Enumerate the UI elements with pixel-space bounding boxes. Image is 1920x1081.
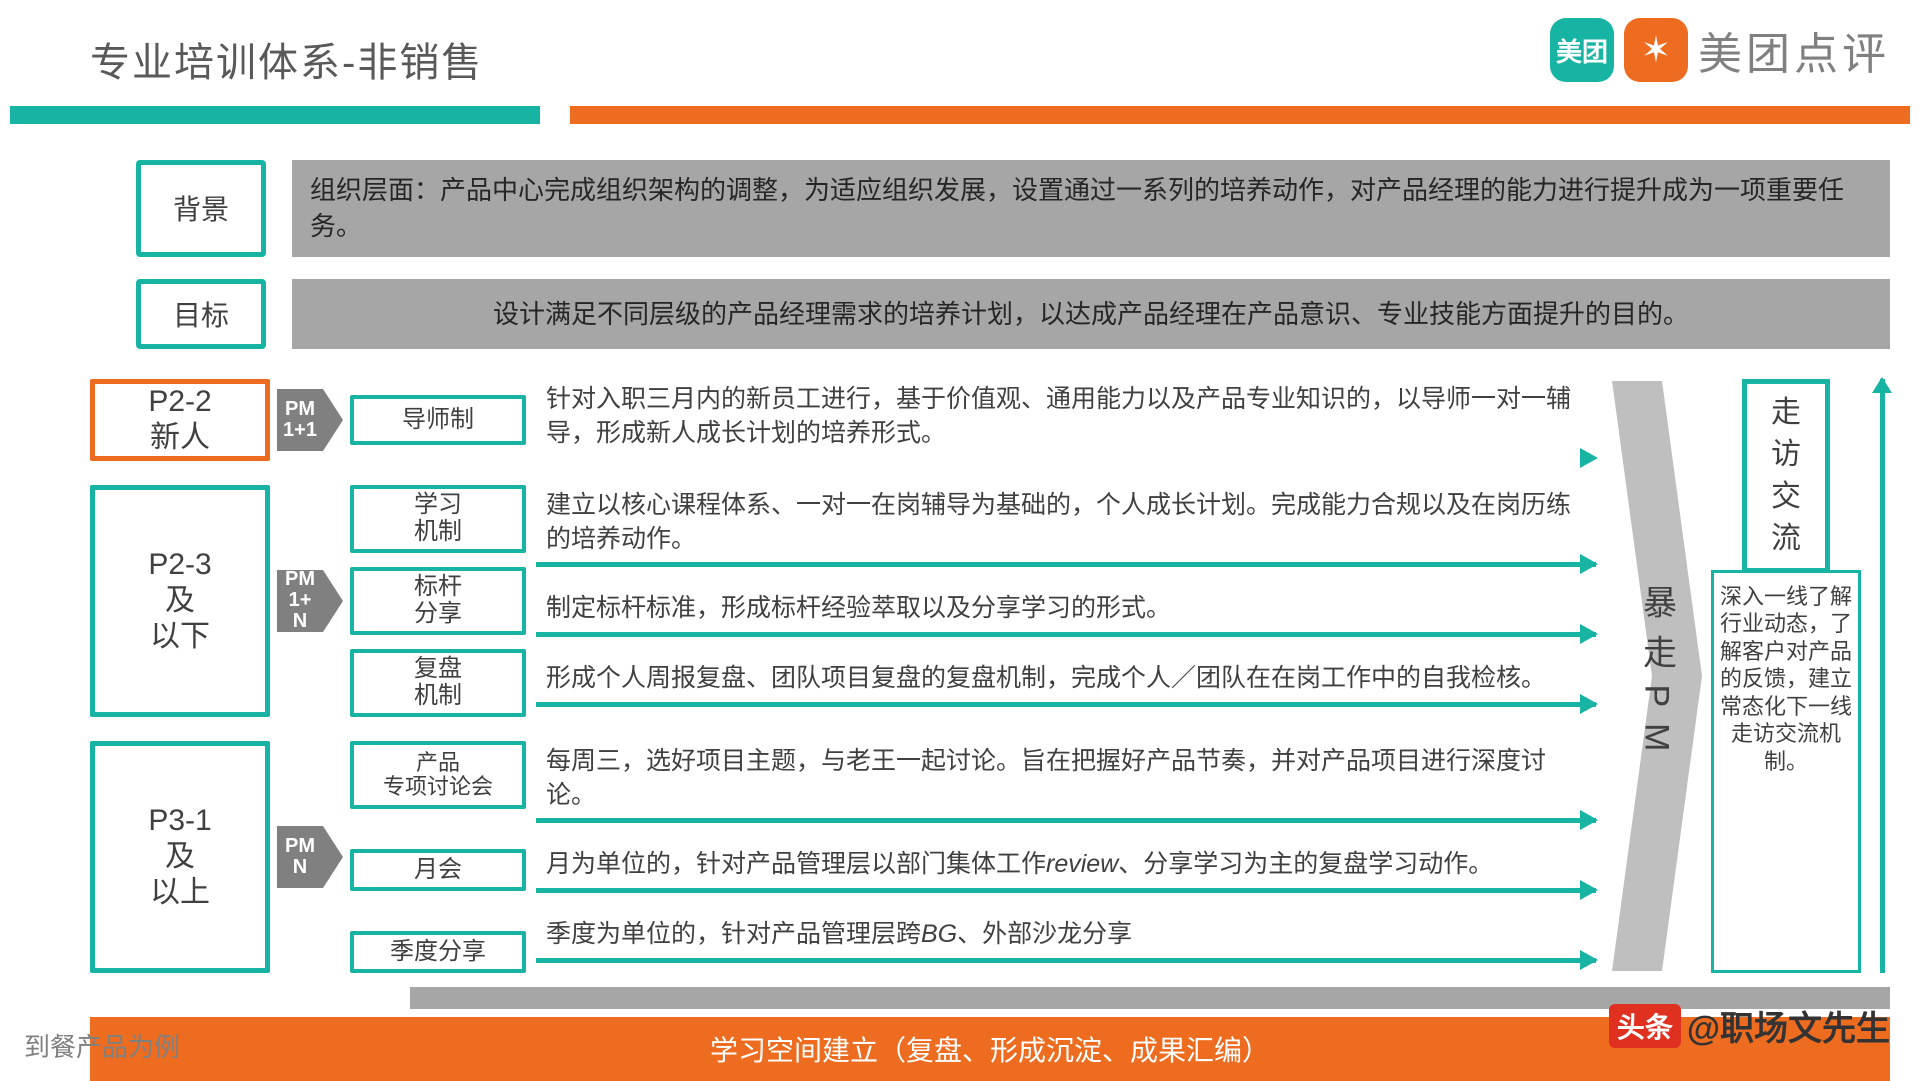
levels-column: P2-2 新人 P2-3 及 以下 P3-1 及 以上 — [90, 379, 270, 973]
arrow-icon — [536, 702, 1596, 707]
dianping-logo-icon: ✶ — [1624, 18, 1688, 82]
method-review: 复盘 机制 — [350, 649, 526, 717]
meituan-logo-icon: 美团 — [1550, 18, 1614, 82]
arrow-icon — [536, 888, 1596, 893]
text-goal: 设计满足不同层级的产品经理需求的培养计划，以达成产品经理在产品意识、专业技能方面… — [292, 279, 1890, 349]
desc-monthly: 月为单位的，针对产品管理层以部门集体工作review、分享学习为主的复盘学习动作… — [536, 844, 1596, 882]
big-arrow-baozou: 暴走PM — [1612, 379, 1702, 973]
desc-review: 形成个人周报复盘、团队项目复盘的复盘机制，完成个人／团队在在岗工作中的自我检核。 — [536, 658, 1596, 696]
desc-discuss: 每周三，选好项目主题，与老王一起讨论。旨在把握好产品节奏，并对产品项目进行深度讨… — [536, 741, 1596, 813]
title-divider — [10, 106, 1910, 124]
desc-benchmark: 制定标杆标准，形成标杆经验萃取以及分享学习的形式。 — [536, 588, 1596, 626]
level-p31: P3-1 及 以上 — [90, 741, 270, 973]
methods-area: 导师制 针对入职三月内的新员工进行，基于价值观、通用能力以及产品专业知识的，以导… — [350, 379, 1604, 973]
desc-learn: 建立以核心课程体系、一对一在岗辅导为基础的，个人成长计划。完成能力合规以及在岗历… — [536, 485, 1596, 557]
desc-quarterly: 季度为单位的，针对产品管理层跨BG、外部沙龙分享 — [536, 914, 1596, 952]
level-p22: P2-2 新人 — [90, 379, 270, 461]
pm-arrow-3: PM N — [278, 741, 342, 973]
method-mentor: 导师制 — [350, 395, 526, 445]
pm-arrow-2: PM 1+ N — [278, 485, 342, 717]
footnote: 到餐产品为例 — [24, 1027, 180, 1064]
label-background: 背景 — [136, 160, 266, 257]
visit-column: 走 访 交 流 深入一线了解行业动态，了解客户对产品的反馈，建立常态化下一线走访… — [1710, 379, 1890, 973]
watermark-handle: @职场文先生 — [1687, 1001, 1890, 1050]
big-arrow-label: 暴走PM — [1633, 584, 1682, 767]
visit-up-arrow — [1861, 379, 1889, 973]
method-benchmark: 标杆 分享 — [350, 567, 526, 635]
arrow-icon — [536, 632, 1596, 637]
visit-title: 走 访 交 流 — [1742, 379, 1830, 573]
watermark: 头条 @职场文先生 — [1609, 1001, 1890, 1050]
pm-arrows-column: PM 1+1 PM 1+ N PM N — [278, 379, 342, 973]
main-diagram: P2-2 新人 P2-3 及 以下 P3-1 及 以上 PM 1+1 PM 1+… — [90, 379, 1890, 973]
toutiao-logo-icon: 头条 — [1609, 1004, 1681, 1048]
level-p23: P2-3 及 以下 — [90, 485, 270, 717]
method-discuss: 产品 专项讨论会 — [350, 741, 526, 809]
visit-body: 深入一线了解行业动态，了解客户对产品的反馈，建立常态化下一线走访交流机制。 — [1711, 570, 1861, 973]
desc-mentor: 针对入职三月内的新员工进行，基于价值观、通用能力以及产品专业知识的，以导师一对一… — [536, 379, 1596, 451]
method-quarterly: 季度分享 — [350, 931, 526, 973]
arrow-icon — [536, 958, 1596, 963]
method-learn: 学习 机制 — [350, 485, 526, 553]
label-goal: 目标 — [136, 279, 266, 349]
brand-text: 美团点评 — [1698, 18, 1890, 82]
brand-logos: 美团 ✶ 美团点评 — [1550, 18, 1890, 82]
pm-arrow-1: PM 1+1 — [278, 379, 342, 461]
arrow-icon — [536, 562, 1596, 567]
arrow-icon — [536, 818, 1596, 823]
row-goal: 目标 设计满足不同层级的产品经理需求的培养计划，以达成产品经理在产品意识、专业技… — [136, 279, 1890, 349]
text-background: 组织层面：产品中心完成组织架构的调整，为适应组织发展，设置通过一系列的培养动作，… — [292, 160, 1890, 257]
method-monthly: 月会 — [350, 849, 526, 891]
row-background: 背景 组织层面：产品中心完成组织架构的调整，为适应组织发展，设置通过一系列的培养… — [136, 160, 1890, 257]
